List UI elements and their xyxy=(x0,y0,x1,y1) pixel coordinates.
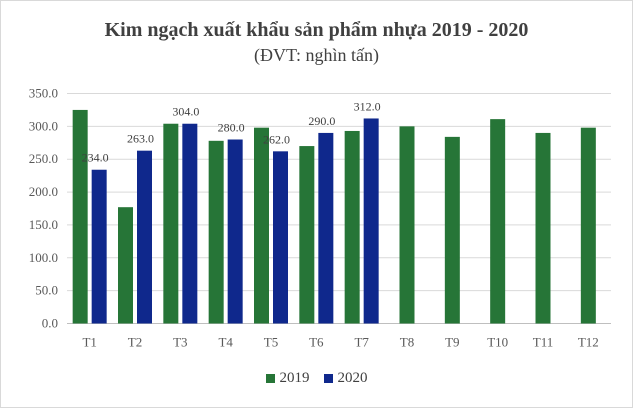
x-tick-label: T3 xyxy=(173,335,187,350)
x-tick-label: T10 xyxy=(487,335,508,350)
data-label: 304.0 xyxy=(172,105,199,119)
legend-item-2019: 2019 xyxy=(265,370,310,387)
x-tick-label: T6 xyxy=(309,335,324,350)
bar-2019-T9 xyxy=(444,136,460,324)
x-tick-label: T12 xyxy=(578,335,599,350)
x-tick-label: T8 xyxy=(400,335,414,350)
y-tick-label: 300.0 xyxy=(29,118,58,133)
x-tick-label: T11 xyxy=(533,335,553,350)
bar-2019-T11 xyxy=(535,132,551,324)
bar-2019-T7 xyxy=(344,130,360,324)
data-label: 312.0 xyxy=(354,99,381,113)
data-label: 263.0 xyxy=(127,132,154,146)
bar-2019-T10 xyxy=(490,119,506,324)
bar-2019-T2 xyxy=(118,207,133,324)
bar-2019-T6 xyxy=(299,146,315,324)
legend: 2019 2020 xyxy=(1,370,632,387)
legend-swatch xyxy=(323,374,333,383)
x-tick-label: T4 xyxy=(218,335,233,350)
data-label: 262.0 xyxy=(263,132,290,146)
y-tick-label: 100.0 xyxy=(29,250,58,265)
y-tick-label: 350.0 xyxy=(29,86,58,101)
y-tick-label: 200.0 xyxy=(29,184,58,199)
legend-swatch xyxy=(265,374,275,383)
y-tick-label: 0.0 xyxy=(42,316,58,331)
y-tick-label: 50.0 xyxy=(35,283,58,298)
bar-2019-T8 xyxy=(399,126,415,324)
x-tick-label: T2 xyxy=(128,335,142,350)
data-label: 290.0 xyxy=(308,114,335,128)
y-tick-label: 250.0 xyxy=(29,151,58,166)
bar-2020-T7 xyxy=(363,118,379,324)
x-tick-label: T7 xyxy=(354,335,369,350)
data-label: 234.0 xyxy=(82,151,109,165)
chart-title: Kim ngạch xuất khẩu sản phẩm nhựa 2019 -… xyxy=(104,19,529,41)
y-tick-label: 150.0 xyxy=(29,217,58,232)
chart-subtitle: (ĐVT: nghìn tấn) xyxy=(253,45,380,65)
legend-label: 2019 xyxy=(279,370,310,386)
bar-2019-T12 xyxy=(580,127,596,324)
bar-2019-T1 xyxy=(72,109,88,324)
legend-item-2020: 2020 xyxy=(323,370,368,387)
data-label: 280.0 xyxy=(218,121,245,135)
x-tick-label: T1 xyxy=(82,335,96,350)
bar-2020-T3 xyxy=(182,123,198,324)
bar-2019-T5 xyxy=(254,127,269,324)
bar-2020-T4 xyxy=(227,139,243,324)
x-tick-label: T9 xyxy=(445,335,459,350)
bar-2020-T5 xyxy=(273,151,288,324)
legend-label: 2020 xyxy=(337,370,368,386)
bar-2020-T1 xyxy=(91,169,107,324)
bar-2020-T6 xyxy=(318,132,334,324)
bar-2020-T2 xyxy=(137,150,152,324)
bar-2019-T3 xyxy=(163,123,179,324)
bar-2019-T4 xyxy=(208,140,224,324)
x-tick-label: T5 xyxy=(264,335,278,350)
